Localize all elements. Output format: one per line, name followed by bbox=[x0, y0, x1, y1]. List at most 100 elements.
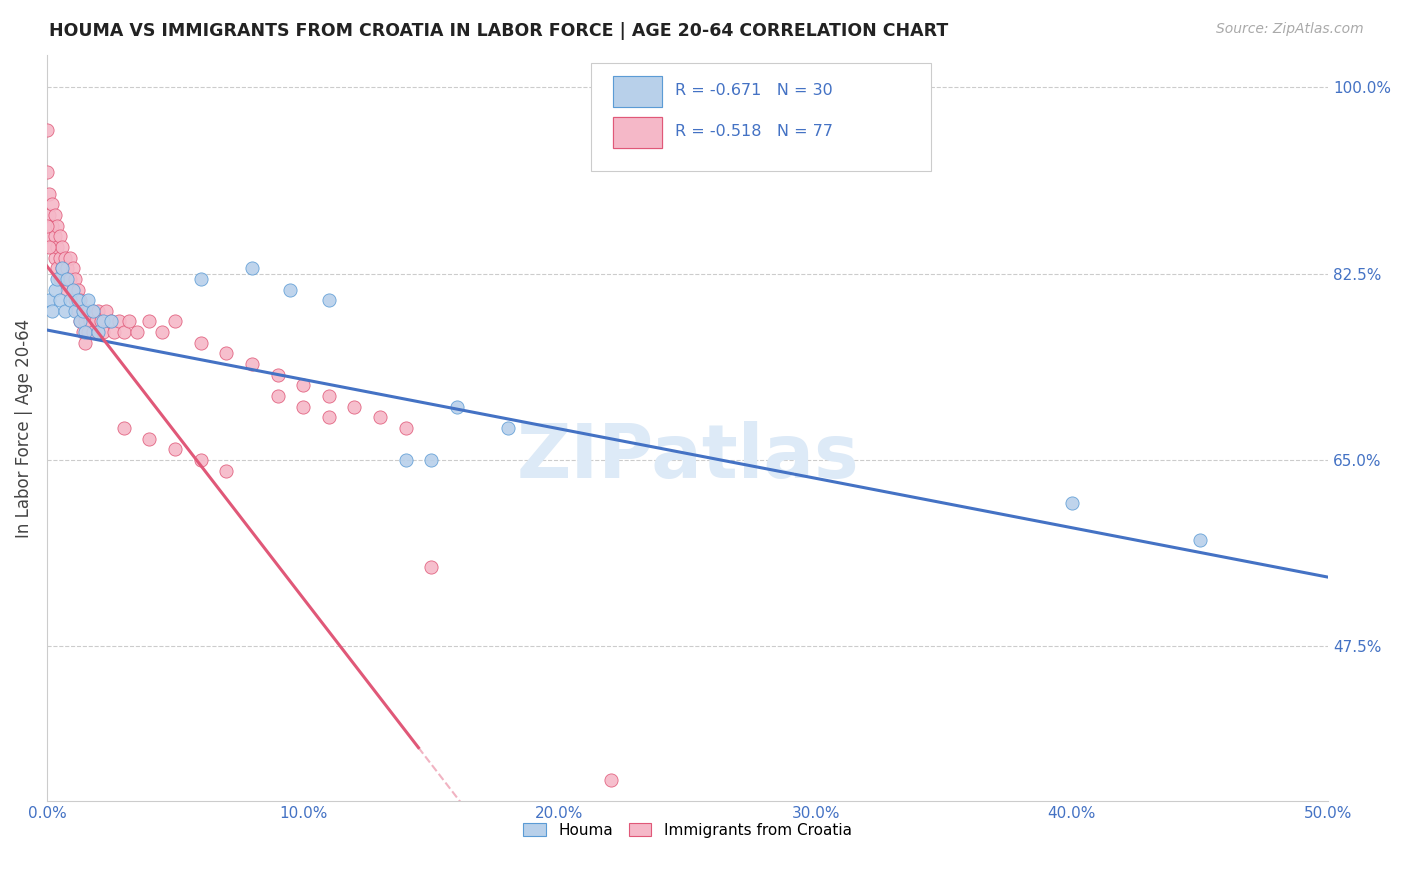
Point bbox=[38, 293, 60, 308]
Point bbox=[215, 464, 238, 478]
Point bbox=[56, 261, 79, 276]
Point bbox=[100, 314, 122, 328]
Point bbox=[48, 293, 70, 308]
Point bbox=[62, 283, 84, 297]
Point bbox=[1188, 533, 1211, 547]
Point bbox=[72, 303, 94, 318]
Point bbox=[44, 208, 66, 222]
Point bbox=[48, 272, 70, 286]
Point bbox=[278, 283, 301, 297]
Point bbox=[53, 251, 76, 265]
Point bbox=[82, 303, 104, 318]
Point bbox=[46, 219, 69, 233]
Point bbox=[35, 219, 58, 233]
Bar bbox=[613, 117, 662, 148]
Point bbox=[318, 293, 340, 308]
Point bbox=[46, 272, 69, 286]
Point bbox=[215, 346, 238, 360]
Point bbox=[35, 122, 58, 136]
Point bbox=[75, 335, 97, 350]
Point bbox=[38, 229, 60, 244]
Point bbox=[53, 272, 76, 286]
Point bbox=[63, 303, 86, 318]
Point bbox=[496, 421, 519, 435]
Point bbox=[266, 389, 288, 403]
Point bbox=[318, 389, 340, 403]
Point bbox=[51, 261, 73, 276]
Point bbox=[87, 303, 110, 318]
Point bbox=[82, 325, 104, 339]
Point bbox=[107, 314, 129, 328]
Point bbox=[420, 559, 443, 574]
Point bbox=[292, 378, 315, 392]
Point bbox=[53, 303, 76, 318]
Point bbox=[112, 325, 135, 339]
Point bbox=[240, 357, 263, 371]
Point bbox=[91, 314, 114, 328]
Point bbox=[138, 432, 160, 446]
Point bbox=[77, 325, 100, 339]
FancyBboxPatch shape bbox=[592, 62, 931, 170]
Point bbox=[41, 240, 63, 254]
Point bbox=[90, 314, 112, 328]
Point bbox=[59, 251, 82, 265]
Point bbox=[84, 314, 107, 328]
Point bbox=[35, 165, 58, 179]
Point bbox=[103, 325, 125, 339]
Point bbox=[125, 325, 148, 339]
Point bbox=[51, 240, 73, 254]
Point bbox=[395, 453, 418, 467]
Point bbox=[48, 229, 70, 244]
Point bbox=[395, 421, 418, 435]
Point bbox=[72, 325, 94, 339]
Legend: Houma, Immigrants from Croatia: Houma, Immigrants from Croatia bbox=[516, 815, 859, 846]
Point bbox=[82, 303, 104, 318]
Point bbox=[190, 335, 212, 350]
Point bbox=[112, 421, 135, 435]
Point bbox=[1060, 495, 1083, 509]
Point bbox=[292, 400, 315, 414]
Point bbox=[59, 293, 82, 308]
Point bbox=[62, 261, 84, 276]
Point bbox=[318, 410, 340, 425]
Point bbox=[48, 251, 70, 265]
Text: HOUMA VS IMMIGRANTS FROM CROATIA IN LABOR FORCE | AGE 20-64 CORRELATION CHART: HOUMA VS IMMIGRANTS FROM CROATIA IN LABO… bbox=[49, 22, 949, 40]
Point bbox=[266, 368, 288, 382]
Point bbox=[44, 283, 66, 297]
Point bbox=[69, 314, 91, 328]
Bar bbox=[613, 117, 662, 148]
Point bbox=[44, 251, 66, 265]
Point bbox=[190, 453, 212, 467]
Point bbox=[66, 293, 89, 308]
Point bbox=[38, 240, 60, 254]
Point bbox=[77, 303, 100, 318]
Point bbox=[41, 219, 63, 233]
Point bbox=[56, 283, 79, 297]
Point bbox=[163, 314, 186, 328]
Point bbox=[44, 229, 66, 244]
Point bbox=[66, 303, 89, 318]
Point bbox=[63, 272, 86, 286]
Point bbox=[190, 272, 212, 286]
Point bbox=[59, 272, 82, 286]
Point bbox=[56, 272, 79, 286]
Text: Source: ZipAtlas.com: Source: ZipAtlas.com bbox=[1216, 22, 1364, 37]
Point bbox=[69, 293, 91, 308]
Point bbox=[77, 293, 100, 308]
Point bbox=[75, 314, 97, 328]
Bar bbox=[613, 76, 662, 107]
Point bbox=[41, 303, 63, 318]
Point bbox=[91, 325, 114, 339]
Point bbox=[420, 453, 443, 467]
Point bbox=[46, 261, 69, 276]
Point bbox=[38, 208, 60, 222]
Point bbox=[41, 197, 63, 211]
Point bbox=[240, 261, 263, 276]
Y-axis label: In Labor Force | Age 20-64: In Labor Force | Age 20-64 bbox=[15, 318, 32, 538]
Point bbox=[46, 240, 69, 254]
Point bbox=[69, 314, 91, 328]
Point bbox=[118, 314, 141, 328]
Point bbox=[87, 325, 110, 339]
Point bbox=[72, 303, 94, 318]
Text: R = -0.671   N = 30: R = -0.671 N = 30 bbox=[675, 84, 832, 98]
